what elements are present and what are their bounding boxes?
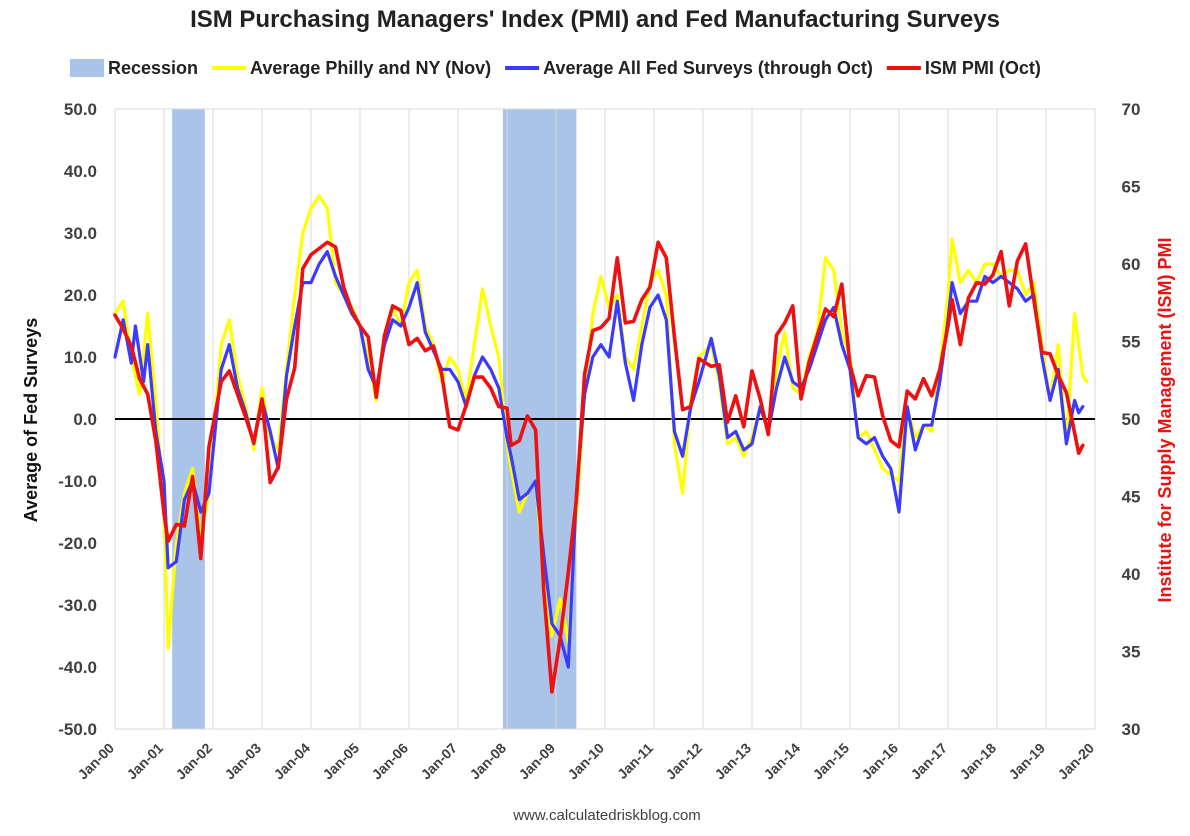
y-left-tick-label: -40.0 (58, 658, 97, 677)
y-right-tick-label: 30 (1122, 720, 1141, 739)
y-left-tick-label: 40.0 (64, 162, 97, 181)
legend-swatch-recession (70, 59, 104, 77)
x-tick-label: Jan-17 (907, 740, 950, 783)
x-tick-label: Jan-00 (74, 740, 117, 783)
x-tick-label: Jan-05 (319, 740, 362, 783)
y-left-tick-label: 10.0 (64, 348, 97, 367)
x-tick-label: Jan-09 (515, 740, 558, 783)
legend-label-average-all-fed-surveys-through-oct: Average All Fed Surveys (through Oct) (543, 58, 873, 78)
x-tick-label: Jan-15 (809, 740, 852, 783)
x-tick-label: Jan-03 (221, 740, 264, 783)
y-left-tick-label: 30.0 (64, 224, 97, 243)
y-right-tick-label: 35 (1122, 643, 1141, 662)
x-tick-label: Jan-10 (564, 740, 607, 783)
x-tick-label: Jan-16 (858, 740, 901, 783)
series-line-average-philly-and-ny-nov (113, 194, 1089, 651)
series-line-ism-pmi-oct (113, 240, 1085, 694)
y-right-tick-label: 40 (1122, 565, 1141, 584)
legend-label-average-philly-and-ny-nov: Average Philly and NY (Nov) (250, 58, 491, 78)
legend-label-recession: Recession (108, 58, 198, 78)
y-right-tick-label: 50 (1122, 410, 1141, 429)
x-tick-label: Jan-18 (956, 740, 999, 783)
y-left-tick-label: 0.0 (73, 410, 97, 429)
chart-title: ISM Purchasing Managers' Index (PMI) and… (190, 6, 1000, 33)
y-axis-left-title: Average of Fed Surveys (21, 318, 41, 522)
x-tick-label: Jan-13 (711, 740, 754, 783)
x-tick-label: Jan-04 (270, 740, 313, 783)
y-right-tick-label: 60 (1122, 255, 1141, 274)
legend-label-ism-pmi-oct: ISM PMI (Oct) (925, 58, 1041, 78)
y-left-tick-label: 50.0 (64, 100, 97, 119)
y-right-tick-label: 65 (1122, 178, 1141, 197)
x-tick-label: Jan-20 (1054, 740, 1097, 783)
series-lines (113, 194, 1089, 694)
y-right-tick-label: 70 (1122, 100, 1141, 119)
y-axis-right-ticks: 70 65 60 55 50 45 40 35 30 (1122, 100, 1141, 739)
y-right-tick-label: 55 (1122, 333, 1141, 352)
series-line-average-all-fed-surveys-through-oct (113, 250, 1085, 669)
x-tick-label: Jan-06 (368, 740, 411, 783)
y-left-tick-label: 20.0 (64, 286, 97, 305)
x-axis-ticks: Jan-00 Jan-01 Jan-02 Jan-03 Jan-04 Jan-05 Jan-… (74, 740, 1097, 783)
x-tick-label: Jan-14 (760, 740, 803, 783)
source-credit: www.calculatedriskblog.com (512, 807, 701, 824)
y-left-tick-label: -30.0 (58, 596, 97, 615)
x-tick-label: Jan-07 (417, 740, 460, 783)
y-left-tick-label: -50.0 (58, 720, 97, 739)
x-tick-label: Jan-11 (614, 740, 656, 782)
x-tick-label: Jan-01 (123, 740, 166, 783)
y-axis-right-title: Institute for Supply Management (ISM) PM… (1155, 237, 1175, 602)
y-left-tick-label: -20.0 (58, 534, 97, 553)
y-right-tick-label: 45 (1122, 488, 1141, 507)
y-axis-left-ticks: 50.0 40.0 30.0 20.0 10.0 0.0 -10.0 -20.0 -30.0 -4… (58, 100, 97, 739)
x-tick-label: Jan-19 (1005, 740, 1048, 783)
x-tick-label: Jan-02 (172, 740, 215, 783)
x-tick-label: Jan-08 (466, 740, 509, 783)
x-tick-label: Jan-12 (662, 740, 705, 783)
legend: Recession Average Philly and NY (Nov) Aver… (70, 58, 1041, 78)
y-left-tick-label: -10.0 (58, 472, 97, 491)
